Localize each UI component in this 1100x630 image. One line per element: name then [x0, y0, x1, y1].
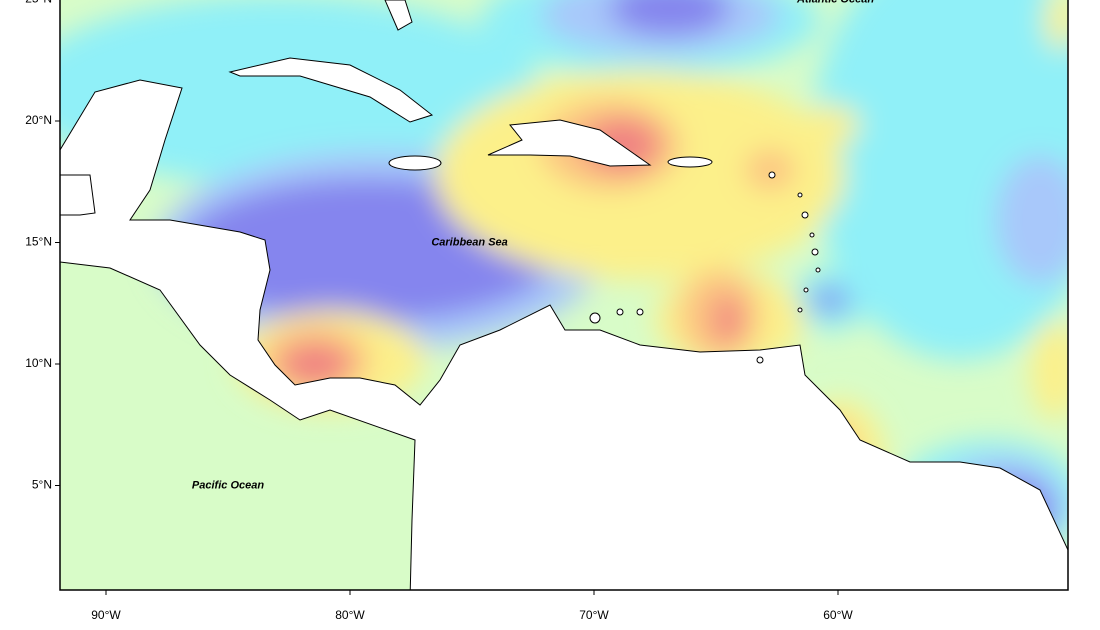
frame: [59, 0, 1069, 591]
lat-tick-label: 20°N: [25, 113, 52, 127]
field: [60, 0, 1068, 590]
place-label: Pacific Ocean: [192, 479, 264, 491]
lon-tick-label: 90°W: [91, 608, 121, 622]
place-label: Caribbean Sea: [431, 236, 507, 248]
lat-tick-label: 10°N: [25, 356, 52, 370]
land: [60, 0, 1068, 590]
lon-tick-label: 80°W: [335, 608, 365, 622]
lat-tick-label: 15°N: [25, 235, 52, 249]
lon-tick-label: 60°W: [823, 608, 853, 622]
place-label: Atlantic Ocean: [796, 0, 874, 5]
lat-tick-label: 25°N: [25, 0, 52, 6]
lon-tick-label: 70°W: [579, 608, 609, 622]
lat-tick-label: 5°N: [32, 478, 52, 492]
